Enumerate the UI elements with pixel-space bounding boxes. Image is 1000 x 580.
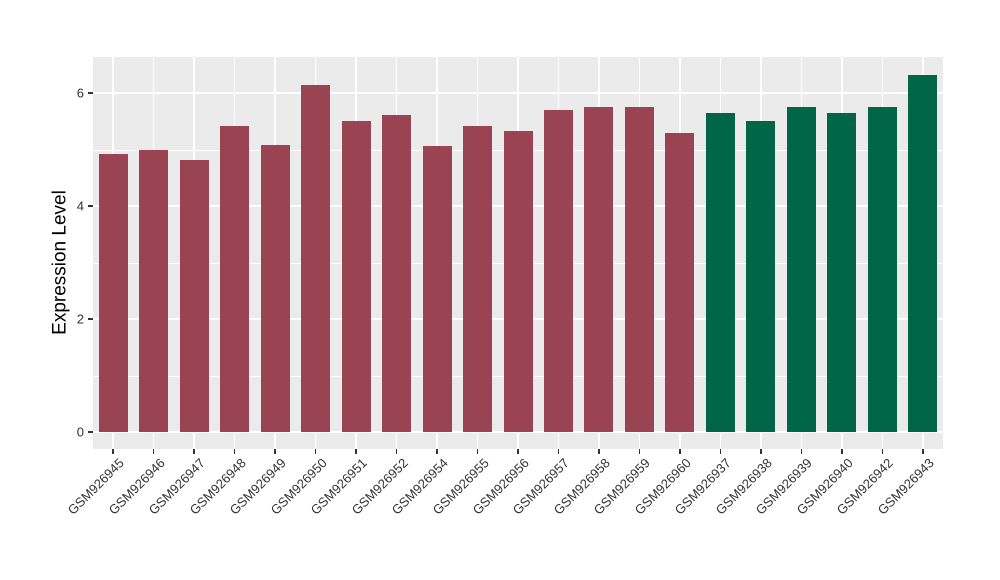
- x-tick-mark-GSM926945: [112, 449, 114, 454]
- bar-GSM926947[interactable]: [179, 159, 209, 432]
- x-tick-mark-GSM926951: [355, 449, 357, 454]
- x-tick-mark-GSM926960: [679, 449, 681, 454]
- bar-GSM926946[interactable]: [139, 150, 169, 432]
- x-tick-mark-GSM926957: [557, 449, 560, 454]
- x-tick-mark-GSM926947: [193, 449, 195, 454]
- bar-GSM926957[interactable]: [543, 109, 573, 432]
- bar-GSM926952[interactable]: [382, 114, 412, 432]
- x-tick-mark-GSM926937: [719, 449, 722, 454]
- y-tick-label-6: 6: [76, 85, 84, 101]
- y-tick-label-2: 2: [76, 311, 84, 327]
- x-tick-mark-GSM926942: [881, 449, 884, 454]
- x-tick-mark-GSM926948: [233, 449, 236, 454]
- y-axis-title: Expression Level: [49, 190, 71, 335]
- bar-GSM926943[interactable]: [908, 75, 938, 432]
- x-tick-mark-GSM926956: [517, 449, 519, 454]
- bar-GSM926956[interactable]: [503, 130, 533, 432]
- y-tick-mark-0: [88, 431, 93, 433]
- bar-GSM926951[interactable]: [341, 120, 371, 432]
- plot-panel: [93, 57, 943, 449]
- bar-GSM926940[interactable]: [827, 112, 857, 432]
- bar-GSM926960[interactable]: [665, 133, 695, 432]
- bar-GSM926942[interactable]: [867, 106, 897, 432]
- y-tick-label-0: 0: [76, 424, 84, 440]
- bar-GSM926955[interactable]: [463, 125, 493, 432]
- y-tick-mark-2: [88, 318, 93, 320]
- x-tick-mark-GSM926954: [436, 449, 438, 454]
- x-tick-mark-GSM926958: [598, 449, 600, 454]
- y-tick-mark-6: [88, 92, 93, 94]
- x-tick-mark-GSM926943: [922, 449, 924, 454]
- bar-GSM926945[interactable]: [98, 153, 128, 432]
- y-tick-mark-4: [88, 205, 93, 207]
- bar-GSM926939[interactable]: [786, 106, 816, 432]
- bar-GSM926954[interactable]: [422, 145, 452, 432]
- bar-GSM926949[interactable]: [260, 144, 290, 432]
- x-tick-mark-GSM926938: [760, 449, 762, 454]
- bar-GSM926938[interactable]: [746, 120, 776, 432]
- x-tick-mark-GSM926946: [152, 449, 155, 454]
- x-tick-mark-GSM926959: [638, 449, 641, 454]
- x-tick-mark-GSM926949: [274, 449, 276, 454]
- y-tick-label-4: 4: [76, 198, 84, 214]
- bar-GSM926950[interactable]: [301, 84, 331, 432]
- x-tick-mark-GSM926952: [395, 449, 398, 454]
- bar-GSM926948[interactable]: [220, 126, 250, 432]
- x-tick-mark-GSM926950: [314, 449, 317, 454]
- x-tick-mark-GSM926939: [800, 449, 803, 454]
- x-tick-mark-GSM926940: [841, 449, 843, 454]
- bar-GSM926958[interactable]: [584, 106, 614, 432]
- bar-GSM926937[interactable]: [705, 112, 735, 432]
- x-tick-mark-GSM926955: [476, 449, 479, 454]
- bar-GSM926959[interactable]: [624, 107, 654, 432]
